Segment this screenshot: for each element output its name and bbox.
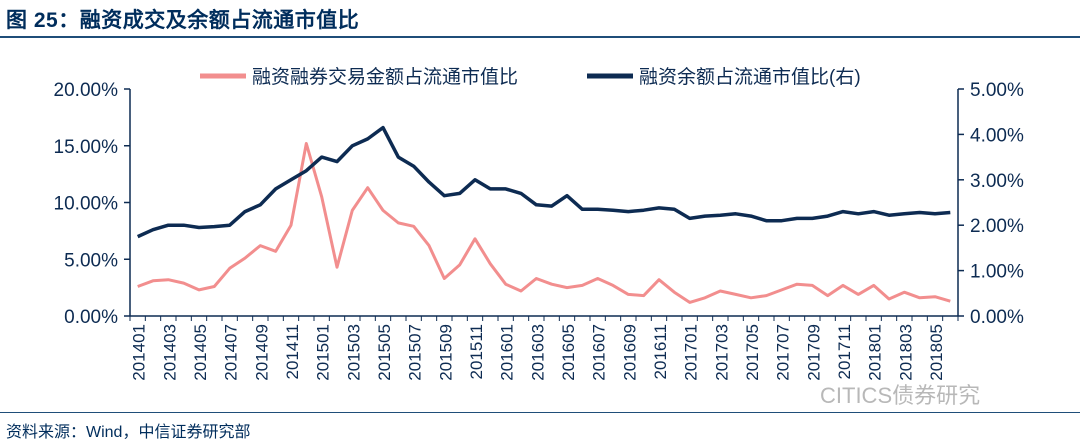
x-tick-label: 201611 [651, 324, 670, 379]
legend: 融资融券交易金额占流通市值比 融资余额占流通市值比(右) [200, 66, 861, 88]
legend-label-series-1: 融资融券交易金额占流通市值比 [252, 66, 518, 88]
x-tick-label: 201607 [590, 324, 609, 381]
y-right-tick-label: 2.00% [970, 216, 1024, 237]
y-right-tick-label: 3.00% [970, 171, 1024, 192]
x-tick-label: 201405 [191, 324, 210, 381]
x-tick-label: 201805 [927, 324, 946, 381]
x-tick-label: 201407 [222, 324, 241, 381]
x-tick-label: 201707 [774, 324, 793, 381]
watermark: CITICS债券研究 [820, 383, 981, 408]
x-tick-label: 201701 [682, 324, 701, 381]
x-tick-label: 201703 [712, 324, 731, 381]
x-tick-label: 201711 [835, 324, 854, 379]
series-line-2 [136, 125, 951, 239]
x-tick-label: 201603 [528, 324, 547, 381]
y-left-tick-label: 5.00% [64, 250, 118, 271]
x-tick-label: 201507 [406, 324, 425, 381]
source-note: 资料来源：Wind，中信证券研究部 [6, 424, 251, 441]
legend-label-series-2: 融资余额占流通市值比(右) [639, 66, 861, 88]
y-right-tick-label: 0.00% [970, 307, 1024, 328]
y-left-tick-label: 20.00% [54, 80, 119, 101]
y-left-tick-label: 10.00% [54, 194, 119, 215]
x-tick-label: 201411 [283, 324, 302, 379]
x-tick-label: 201509 [436, 324, 455, 381]
x-tick-label: 201605 [559, 324, 578, 381]
y-left-tick-label: 0.00% [64, 307, 118, 328]
x-tick-label: 201401 [130, 324, 149, 381]
y-left-tick-label: 15.00% [54, 137, 119, 158]
x-tick-label: 201609 [620, 324, 639, 381]
chart-title: 图 25：融资成交及余额占流通市值比 [6, 9, 360, 32]
title-divider [0, 36, 1080, 38]
x-tick-label: 201503 [344, 324, 363, 381]
series-line-1 [137, 142, 951, 304]
x-tick-label: 201709 [804, 324, 823, 381]
x-tick-label: 201803 [896, 324, 915, 381]
x-tick-label: 201705 [743, 324, 762, 381]
footer-divider [0, 412, 1080, 413]
x-tick-label: 201409 [252, 324, 271, 381]
y-right-tick-label: 5.00% [970, 80, 1024, 101]
x-tick-label: 201801 [866, 324, 885, 381]
x-tick-label: 201403 [160, 324, 179, 381]
y-right-tick-label: 1.00% [970, 262, 1024, 283]
x-tick-label: 201501 [314, 324, 333, 381]
x-tick-label: 201601 [498, 324, 517, 381]
y-right-tick-label: 4.00% [970, 125, 1024, 146]
x-tick-label: 201505 [375, 324, 394, 381]
x-tick-label: 201511 [467, 324, 486, 379]
